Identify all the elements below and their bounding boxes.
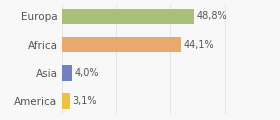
Bar [62,93,70,109]
Bar [62,9,194,24]
Text: 3,1%: 3,1% [72,96,97,106]
Bar [62,65,73,81]
Bar [62,37,181,52]
Text: 4,0%: 4,0% [75,68,99,78]
Text: 48,8%: 48,8% [196,11,227,21]
Text: 44,1%: 44,1% [184,40,214,50]
